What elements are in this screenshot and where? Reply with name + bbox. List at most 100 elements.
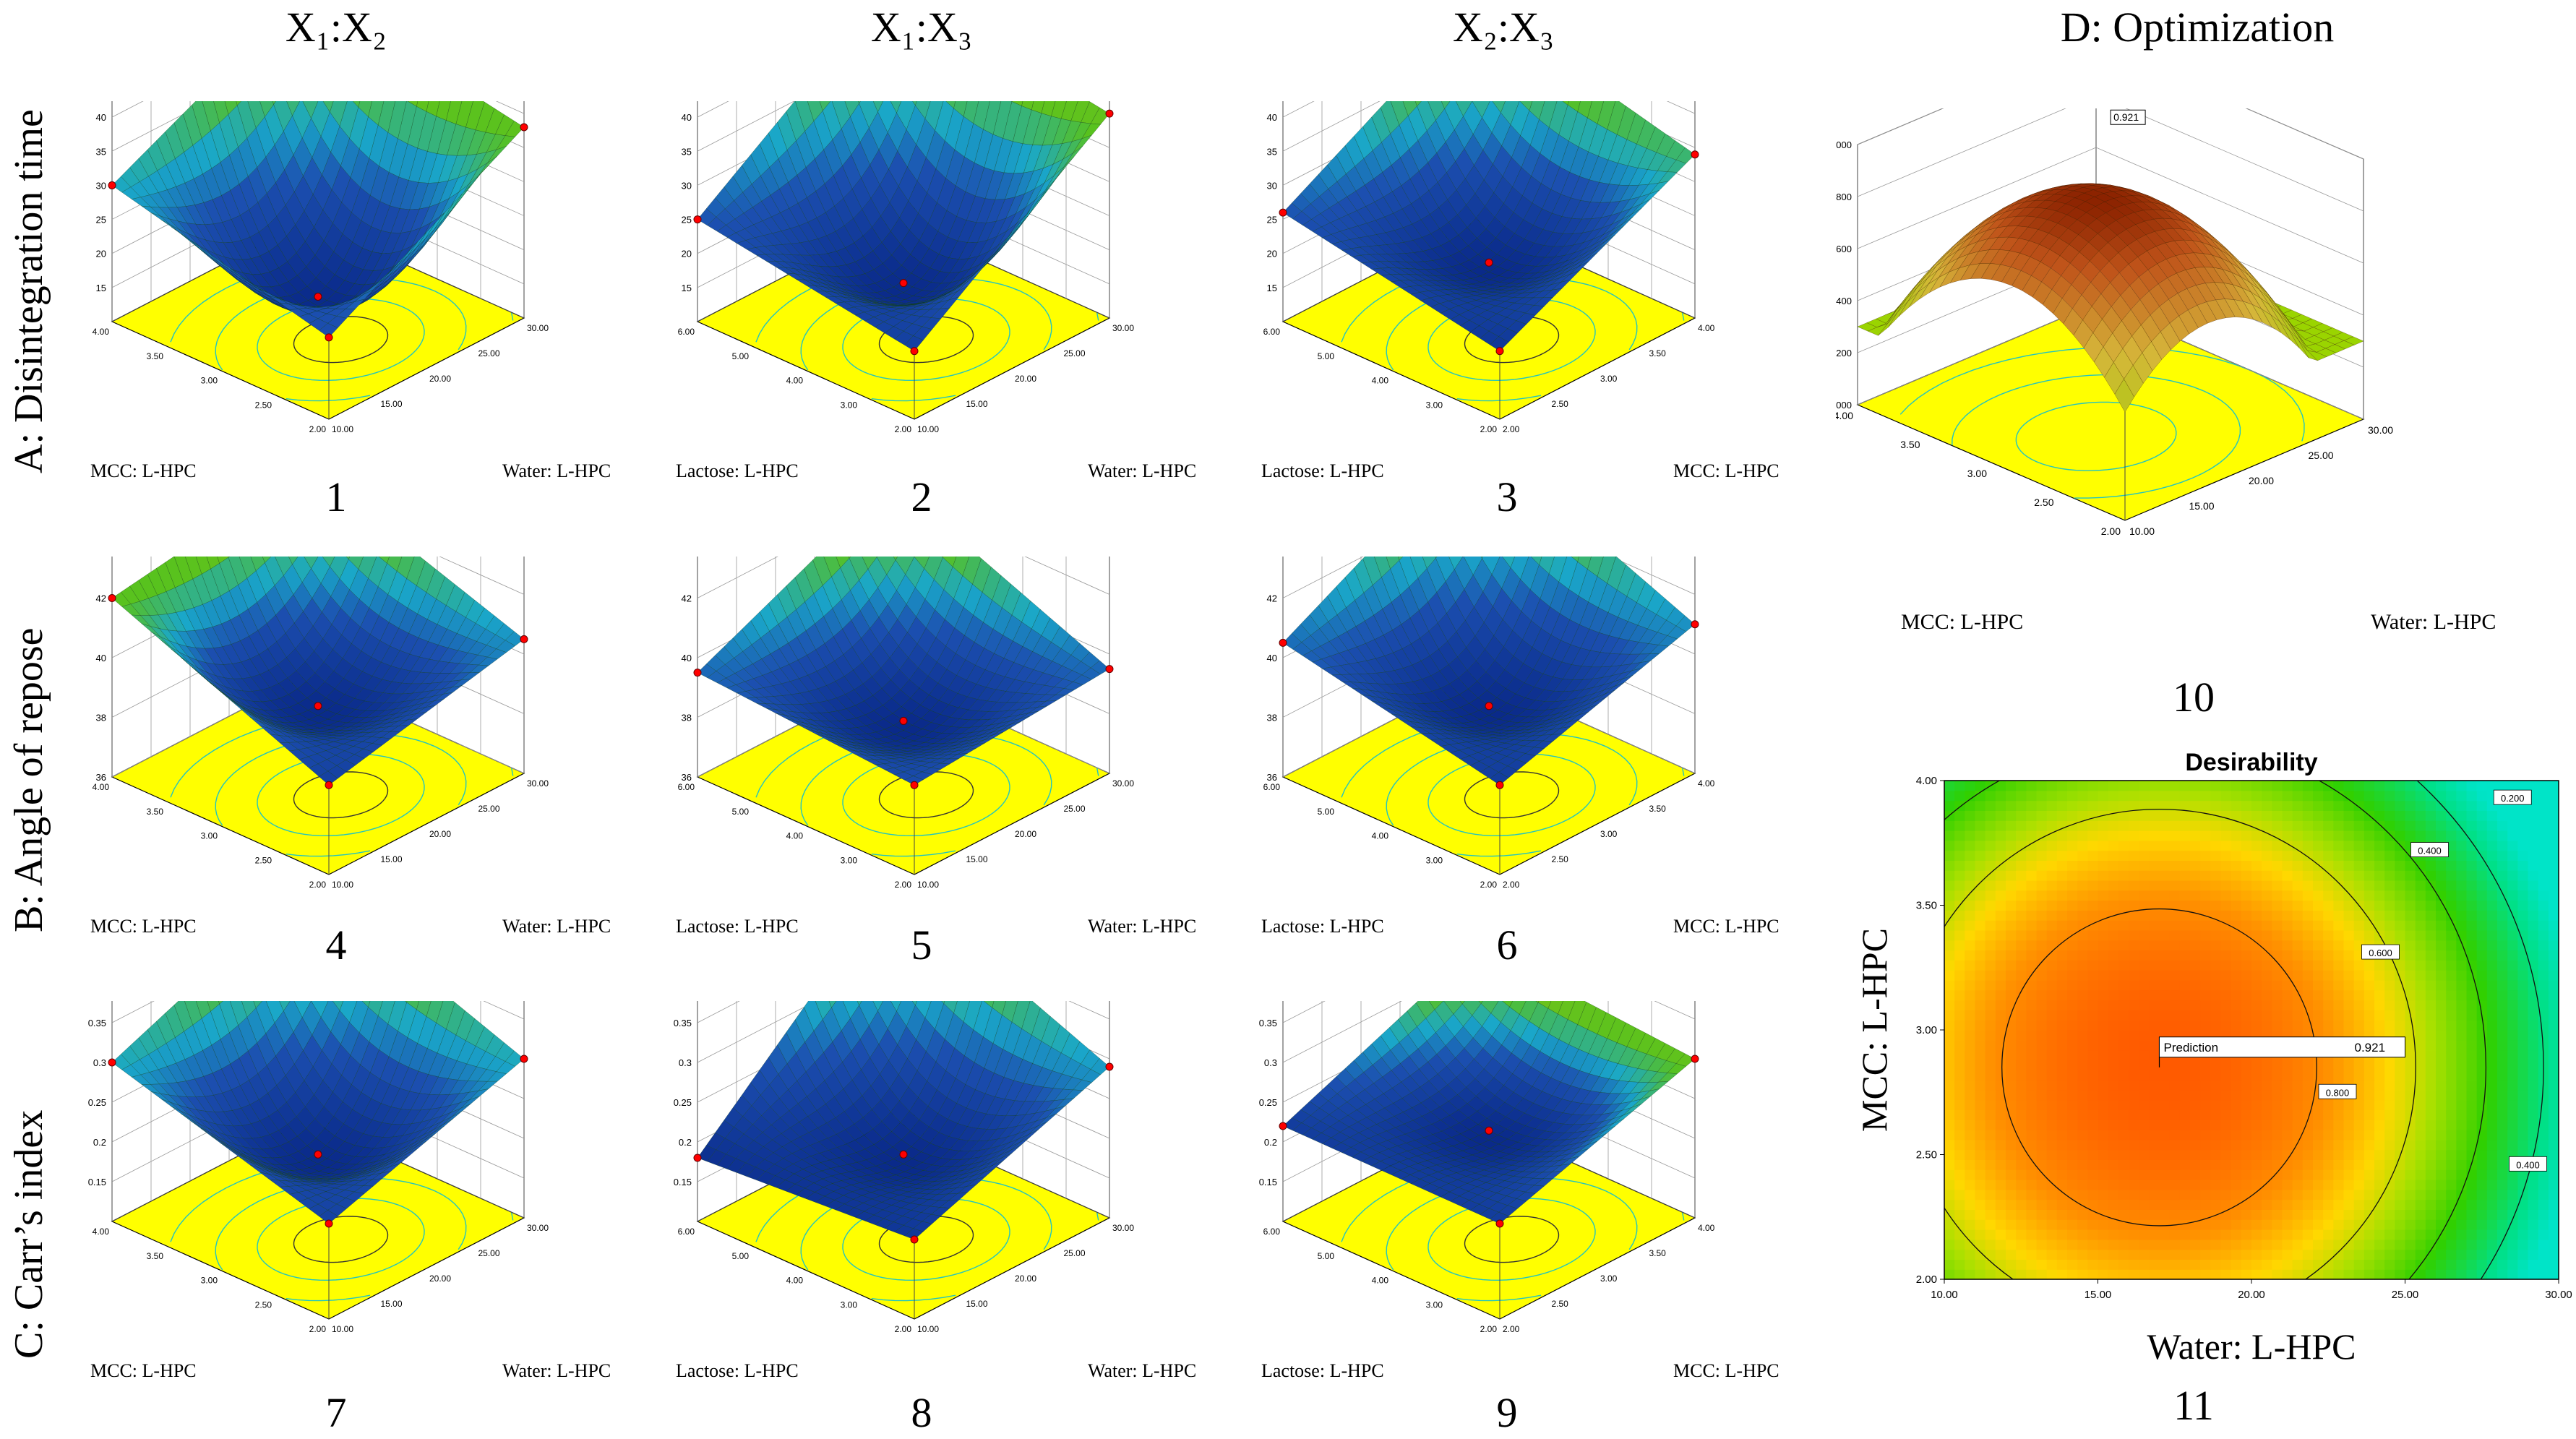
z-tick-label: 35 — [682, 146, 692, 157]
z-tick-label: 0.35 — [1259, 1018, 1277, 1028]
floor-contour — [1019, 1190, 1052, 1250]
floor-contour — [1681, 768, 1685, 776]
y-tick-label: 6.00 — [1263, 327, 1281, 337]
y-tick-label: 2.50 — [255, 855, 272, 865]
z-tick-label: 15 — [1267, 283, 1277, 293]
design-point — [899, 279, 908, 288]
z-tick-label: 40 — [96, 112, 106, 123]
y-tick-label: 4.00 — [93, 327, 110, 337]
surface-facet — [1489, 1211, 1509, 1224]
x-tick-label: 25.00 — [478, 348, 500, 358]
design-point — [693, 1154, 702, 1162]
z-tick-label: 40 — [682, 112, 692, 123]
col-header-optimization: D: Optimization — [2060, 4, 2335, 51]
panel-number-10: 10 — [2173, 674, 2215, 721]
z-tick-label: 0.800 — [1836, 192, 1852, 202]
z-tick-label: 30 — [1267, 180, 1277, 191]
design-point — [1105, 1062, 1114, 1071]
panel-number-1: 1 — [325, 473, 347, 520]
floor-contour — [434, 745, 467, 806]
x-tick-label: 15.00 — [966, 854, 988, 864]
x-axis-label: MCC: L-HPC — [1673, 916, 1779, 937]
y-tick-label: 6.00 — [1263, 1227, 1281, 1237]
y-axis-label: Lactose: L-HPC — [676, 916, 799, 937]
x-tick-label: 3.50 — [1649, 348, 1667, 358]
design-point — [520, 1054, 528, 1063]
z-tick-label: 1.000 — [1836, 139, 1852, 150]
y-axis-label: MCC: L-HPC — [90, 460, 197, 481]
z-tick-label: 0.35 — [88, 1018, 106, 1028]
surface-facet — [1397, 557, 1404, 561]
x-tick-label: 25.00 — [1064, 804, 1086, 814]
design-point — [899, 716, 908, 725]
x-tick-label: 2.00 — [1503, 1324, 1520, 1334]
design-point — [314, 292, 322, 301]
design-point — [325, 1219, 333, 1228]
z-tick-label: 15 — [96, 283, 106, 293]
row-label-disintegration: A: Disintegration time — [7, 109, 51, 473]
z-tick-label: 25 — [96, 215, 106, 225]
surface-mesh — [697, 1001, 1110, 1240]
floor-contour — [285, 395, 371, 402]
z-tick-label: 38 — [96, 713, 106, 723]
row-label-angle-of-repose: B: Angle of repose — [7, 627, 51, 932]
x-tick-label: 20.00 — [1015, 374, 1036, 384]
floor-contour — [510, 312, 514, 321]
z-tick-label: 0.15 — [88, 1177, 106, 1187]
x-tick-label: 30.00 — [1112, 778, 1134, 789]
floor-contour — [1605, 745, 1638, 806]
z-tick-label: 0.2 — [93, 1137, 106, 1148]
surface-facet — [890, 101, 902, 113]
z-tick-label: 0.600 — [1836, 244, 1852, 254]
z-tick-label: 0.25 — [674, 1097, 692, 1108]
surface-facet — [288, 557, 299, 565]
z-tick-label: 42 — [96, 593, 106, 604]
y-tick-label: 4.00 — [93, 1227, 110, 1237]
floor-contour — [2074, 390, 2241, 499]
z-tick-label: 25 — [1267, 215, 1277, 225]
x-tick-label: 3.00 — [1600, 829, 1618, 839]
x-axis-label: Water: L-HPC — [502, 916, 611, 937]
col-header-x2x3: X₂:X₃ — [1452, 4, 1555, 51]
surface-chart-5: 363840424410.0015.0020.0025.0030.002.003… — [676, 557, 1196, 937]
panel-number-6: 6 — [1496, 922, 1518, 968]
y-axis-label: Lactose: L-HPC — [1261, 1360, 1384, 1381]
x-tick-label: 30.00 — [1112, 1223, 1134, 1233]
floor-contour — [871, 395, 956, 402]
z-tick-label: 20 — [96, 249, 106, 259]
x-tick-label: 25.00 — [478, 804, 500, 814]
surface-facet — [272, 101, 276, 106]
x-tick-label: 10.00 — [917, 1324, 939, 1334]
x-tick-label: 30.00 — [527, 778, 549, 789]
floor-contour — [1681, 1212, 1685, 1221]
design-point — [1495, 781, 1504, 789]
surface-facet — [872, 1001, 884, 1012]
z-tick-label: 0.2 — [679, 1137, 692, 1148]
x-tick-label: 2.50 — [1552, 854, 1569, 864]
y-tick-label: 6.00 — [678, 1227, 695, 1237]
z-tick-label: 35 — [1267, 146, 1277, 157]
x-tick-label: 20.00 — [429, 374, 451, 384]
floor-contour — [1952, 374, 2204, 445]
y-tick-label: 5.00 — [1318, 1251, 1335, 1261]
x-tick-label: 10.00 — [332, 424, 353, 434]
x-tick-label: 20.00 — [1015, 1273, 1036, 1284]
y-tick-label: 5.00 — [1318, 351, 1335, 361]
z-tick-label: 25 — [682, 215, 692, 225]
y-tick-label: 4.00 — [786, 1276, 804, 1286]
x-tick-label: 30.00 — [1112, 323, 1134, 333]
z-tick-label: 42 — [682, 593, 692, 604]
surface-facet — [1571, 557, 1580, 562]
z-tick-label: 40 — [96, 653, 106, 663]
wall-gridline — [1857, 108, 2364, 212]
design-point — [325, 333, 333, 342]
wall-gridline — [1857, 147, 2364, 264]
design-point — [108, 1058, 116, 1067]
floor-contour — [215, 1177, 435, 1271]
design-point — [314, 1150, 322, 1159]
floor-contour — [1456, 1294, 1542, 1302]
z-tick-label: 40 — [1267, 112, 1277, 123]
x-tick-label: 20.00 — [429, 1273, 451, 1284]
x-tick-label: 10.00 — [917, 424, 939, 434]
optimization-surface-panel: 0.0000.2000.4000.6000.8001.0000.92110.00… — [1836, 108, 2544, 658]
